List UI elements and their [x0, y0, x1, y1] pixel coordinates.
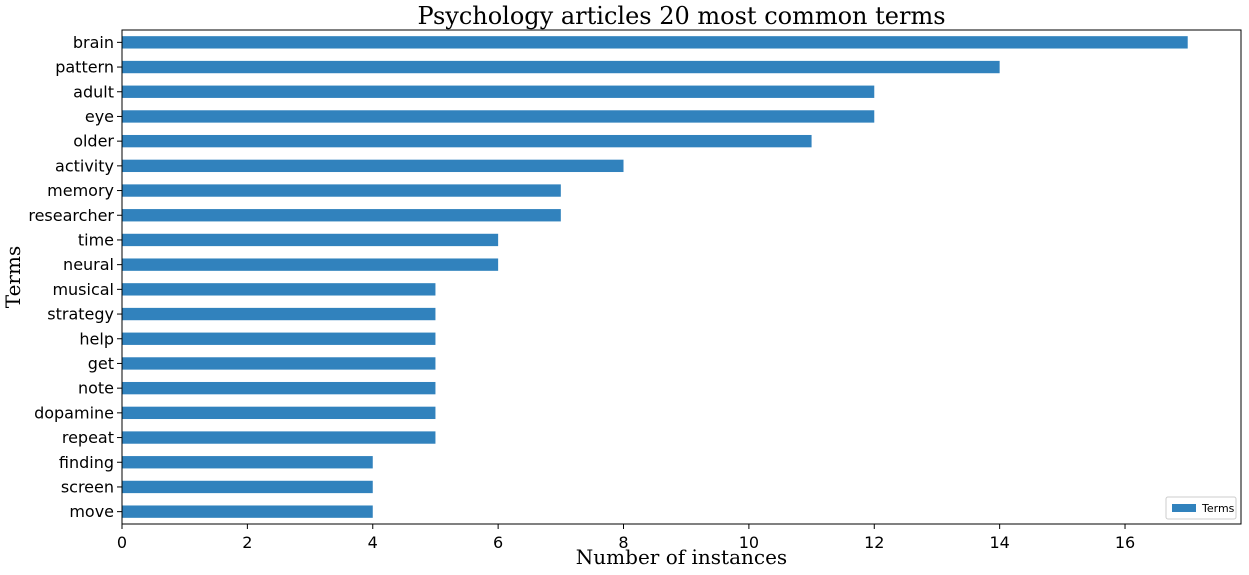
bar-dopamine	[122, 406, 436, 420]
bar-pattern	[122, 60, 1000, 74]
y-tick-labels: brain pattern adult eye older activity memory r…	[28, 33, 122, 521]
x-tick-label: 16	[1115, 533, 1135, 552]
y-tick-label: pattern	[55, 58, 114, 77]
legend-label: Terms	[1201, 502, 1235, 515]
x-tick-label: 2	[242, 533, 252, 552]
bar-finding	[122, 456, 373, 469]
bar-screen	[122, 480, 373, 494]
bar-memory	[122, 184, 561, 197]
bar-adult	[122, 85, 875, 98]
x-ticks: 0 2 4 6 8 10 12 14 16	[117, 524, 1135, 552]
bar-musical	[122, 283, 436, 296]
y-tick-label: get	[88, 354, 114, 373]
x-tick-label: 14	[989, 533, 1009, 552]
bar-get	[122, 357, 436, 370]
bar-note	[122, 381, 436, 395]
y-tick-label: time	[78, 230, 114, 249]
y-axis-label: Terms	[1, 246, 25, 308]
bar-eye	[122, 110, 875, 123]
x-tick-label: 6	[493, 533, 503, 552]
y-tick-label: brain	[73, 33, 114, 52]
bar-repeat	[122, 431, 436, 444]
y-tick-label: help	[79, 329, 114, 348]
y-tick-label: musical	[52, 280, 114, 299]
y-tick-label: adult	[73, 82, 114, 101]
bar-time	[122, 233, 499, 247]
y-tick-label: note	[78, 379, 114, 398]
y-tick-label: activity	[55, 156, 114, 175]
x-tick-label: 10	[739, 533, 759, 552]
bar-help	[122, 332, 436, 345]
y-tick-label: finding	[59, 453, 114, 472]
legend-swatch	[1172, 504, 1196, 512]
y-tick-label: repeat	[62, 428, 114, 447]
bar-older	[122, 134, 812, 148]
y-tick-label: eye	[85, 107, 114, 126]
x-axis-label: Number of instances	[576, 545, 787, 569]
legend-box	[1165, 496, 1237, 520]
y-tick-label: neural	[63, 255, 114, 274]
bar-brain	[122, 36, 1188, 49]
y-tick-label: screen	[61, 477, 114, 496]
bar-activity	[122, 159, 624, 173]
bar-researcher	[122, 209, 561, 222]
x-tick-label: 12	[864, 533, 884, 552]
x-tick-label: 4	[368, 533, 378, 552]
bar-strategy	[122, 307, 436, 321]
y-tick-label: move	[69, 502, 114, 521]
plot-frame	[121, 29, 1242, 525]
y-tick-label: older	[73, 132, 114, 151]
y-tick-label: memory	[47, 181, 114, 200]
x-tick-label: 0	[117, 533, 127, 552]
y-tick-label: researcher	[28, 206, 114, 225]
bar-neural	[122, 258, 499, 271]
x-tick-label: 8	[618, 533, 628, 552]
legend: Terms	[1165, 496, 1237, 520]
chart-title: Psychology articles 20 most common terms	[417, 2, 945, 30]
bars-group	[122, 36, 1188, 518]
bar-move	[122, 505, 373, 518]
y-tick-label: dopamine	[34, 403, 114, 422]
y-tick-label: strategy	[47, 305, 114, 324]
